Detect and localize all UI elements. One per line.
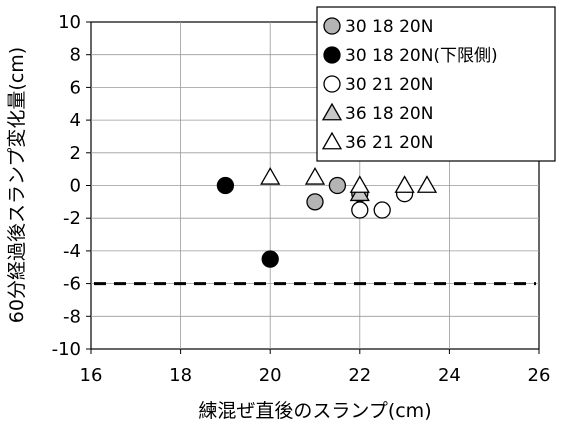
legend-label: 30 18 20N	[345, 17, 433, 37]
data-point	[328, 176, 347, 195]
x-axis-ticks: 16 18 20 22 24 26	[80, 349, 551, 386]
data-point	[351, 201, 369, 219]
legend-marker	[321, 102, 343, 121]
legend-marker	[323, 75, 341, 93]
x-tick-label: 24	[438, 365, 461, 386]
data-points	[216, 167, 438, 268]
legend-marker	[321, 131, 343, 150]
y-tick-label: 0	[70, 176, 81, 197]
legend-label: 36 18 20N	[345, 104, 433, 124]
y-tick-label: 2	[70, 143, 81, 164]
data-point	[216, 176, 235, 195]
x-tick-label: 26	[528, 365, 551, 386]
data-point	[260, 167, 281, 185]
y-tick-label: -10	[52, 339, 81, 360]
data-point	[394, 175, 415, 193]
y-tick-label: 8	[70, 45, 81, 66]
data-point	[416, 175, 438, 193]
legend-marker	[323, 46, 341, 64]
y-tick-label: -6	[63, 274, 81, 295]
y-tick-label: 4	[70, 110, 81, 131]
x-tick-label: 18	[169, 365, 192, 386]
x-tick-label: 20	[259, 365, 282, 386]
data-point	[373, 201, 391, 219]
legend-label: 30 21 20N	[345, 75, 433, 95]
y-tick-label: -4	[63, 241, 81, 262]
y-tick-label: 10	[58, 12, 81, 33]
y-axis-title: 60分経過後スランプ変化量(cm)	[6, 47, 28, 323]
legend-marker	[323, 17, 341, 35]
y-tick-label: -8	[63, 306, 81, 327]
y-axis-ticks: -10 -8 -6 -4 -2 0 2 4 6 8 10	[52, 12, 91, 360]
y-tick-label: 6	[70, 77, 81, 98]
legend: 30 18 20N 30 18 20N(下限側) 30 21 20N 36 18 20…	[316, 6, 556, 162]
data-point	[349, 175, 370, 193]
x-tick-label: 22	[348, 365, 371, 386]
y-tick-label: -2	[63, 208, 81, 229]
x-tick-label: 16	[80, 365, 103, 386]
legend-label: 36 21 20N	[345, 133, 433, 153]
data-point	[306, 193, 324, 211]
x-axis-title: 練混ぜ直後のスランプ(cm)	[198, 400, 431, 422]
data-point	[261, 250, 279, 268]
legend-box	[316, 6, 556, 162]
data-point	[304, 167, 326, 185]
legend-label: 30 18 20N(下限側)	[345, 46, 498, 66]
